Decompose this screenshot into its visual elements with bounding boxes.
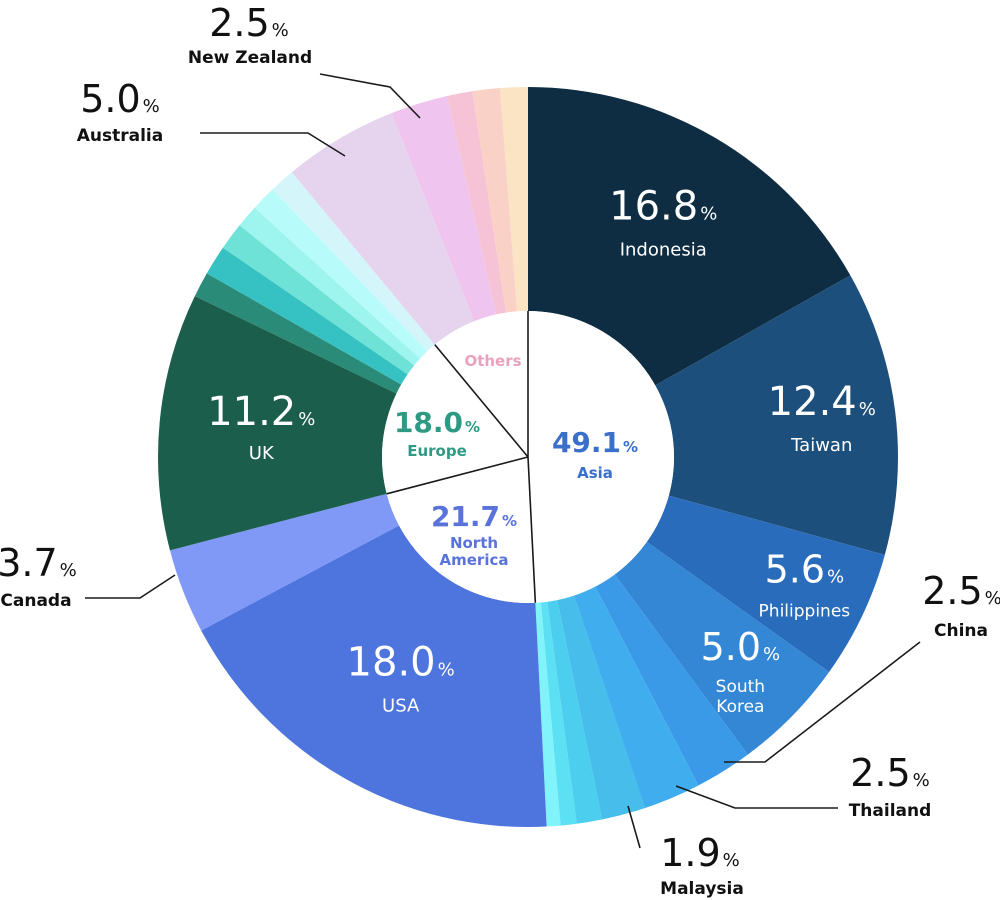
name-label-uk: UK: [249, 443, 275, 464]
name-label-malaysia: Malaysia: [660, 879, 744, 899]
divider-north-america: [527, 456, 537, 603]
leader-canada: [85, 574, 176, 599]
group-name-asia: Asia: [577, 464, 613, 482]
group-name-europe: Europe: [407, 442, 467, 460]
group-name-north-america: North America: [440, 534, 509, 569]
slice-unlabeled-18: [272, 172, 435, 352]
value-label-australia: 5.0%: [80, 77, 160, 121]
name-label-taiwan: Taiwan: [790, 435, 852, 456]
slice-unlabeled-7: [547, 600, 603, 824]
slice-unlabeled-23: [500, 87, 528, 312]
value-label-south-korea: 5.0%: [701, 625, 781, 669]
value-label-malaysia: 1.9%: [660, 831, 740, 875]
slice-unlabeled-15: [222, 225, 415, 375]
value-label-philippines: 5.6%: [765, 547, 845, 591]
slice-australia: [291, 113, 475, 345]
name-label-australia: Australia: [77, 126, 164, 146]
group-value-europe: 18.0%: [394, 406, 480, 439]
slice-unlabeled-21: [447, 91, 507, 315]
leader-lines: [85, 73, 921, 849]
name-label-south-korea: South Korea: [716, 677, 765, 717]
group-dividers: [386, 311, 537, 603]
name-label-thailand: Thailand: [849, 801, 932, 821]
slice-taiwan: [655, 275, 899, 555]
group-value-north-america: 21.7%: [431, 500, 517, 533]
slice-philippines: [646, 495, 885, 673]
value-label-taiwan: 12.4%: [768, 379, 876, 425]
slice-unlabeled-22: [472, 88, 517, 313]
slice-south-korea: [614, 541, 830, 755]
slice-unlabeled-13: [194, 273, 402, 394]
leader-malaysia: [627, 805, 641, 849]
divider-others: [434, 344, 529, 458]
value-label-canada: 3.7%: [0, 541, 77, 585]
slice-thailand: [574, 586, 699, 809]
value-label-indonesia: 16.8%: [609, 184, 717, 230]
leader-new-zealand: [319, 73, 421, 119]
slice-unlabeled-8: [540, 601, 577, 826]
slice-unlabeled-17: [254, 189, 428, 359]
leader-australia: [200, 132, 346, 157]
name-label-china: China: [934, 621, 988, 641]
name-label-indonesia: Indonesia: [620, 240, 707, 261]
group-name-others: Others: [464, 352, 521, 370]
slice-canada: [169, 493, 400, 631]
value-label-china: 2.5%: [922, 569, 1000, 613]
name-label-usa: USA: [382, 695, 420, 716]
slice-indonesia: [528, 87, 851, 386]
name-label-philippines: Philippines: [759, 601, 851, 621]
value-label-usa: 18.0%: [347, 639, 455, 685]
slice-unlabeled-14: [206, 247, 408, 385]
group-value-asia: 49.1%: [552, 426, 638, 459]
name-label-new-zealand: New Zealand: [188, 48, 312, 68]
divider-europe: [386, 456, 529, 495]
name-label-canada: Canada: [0, 591, 71, 611]
group-labels: 49.1 % Asia 21.7 %North America 18.0 % Europe Oth…: [394, 352, 638, 569]
value-label-uk: 11.2%: [207, 389, 315, 435]
slice-unlabeled-9: [535, 602, 561, 827]
value-label-thailand: 2.5%: [850, 751, 930, 795]
slice-malaysia: [557, 595, 645, 820]
slice-unlabeled-16: [239, 207, 421, 366]
leader-china: [724, 641, 921, 763]
slice-new-zealand: [391, 95, 497, 322]
value-label-new-zealand: 2.5%: [209, 1, 289, 45]
leader-thailand: [675, 785, 838, 809]
slice-uk: [157, 296, 397, 551]
slice-usa: [201, 525, 547, 827]
slice-china: [595, 574, 748, 786]
outer-ring: [157, 87, 899, 827]
